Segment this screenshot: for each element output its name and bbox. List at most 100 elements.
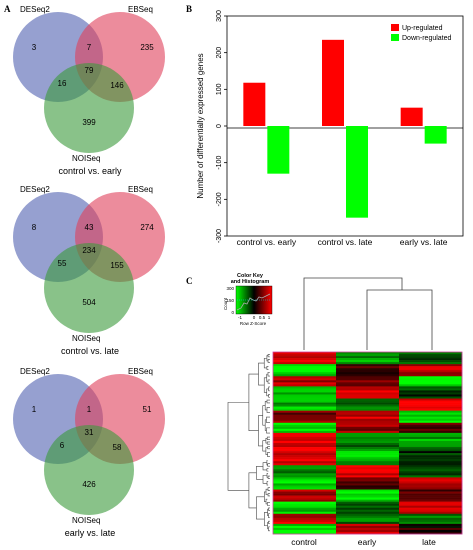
heatmap-cell	[399, 366, 463, 369]
bar-down-2	[424, 126, 447, 144]
heatmap-cell	[336, 457, 400, 460]
venn-count-only-deseq2: 8	[32, 223, 37, 232]
heatmap-cell	[273, 505, 337, 509]
bar-up-2	[400, 107, 423, 126]
heatmap-cell	[273, 455, 337, 458]
heatmap-cell	[399, 481, 463, 484]
heatmap-cell	[273, 362, 337, 365]
venn-diagram-control-vs-late: DESeq2 EBSeq NOISeq 8 43 274 55 234 155 …	[13, 185, 165, 356]
heatmap-cell	[273, 380, 337, 383]
heatmap-cell	[399, 408, 463, 411]
heatmap-cell	[399, 440, 463, 444]
heatmap-cell	[336, 362, 400, 365]
heatmap-cell	[399, 406, 463, 409]
heatmap-cell	[336, 384, 400, 387]
heatmap-cell	[336, 511, 400, 515]
heatmap-cell	[399, 412, 463, 415]
heatmap-cell	[336, 529, 400, 533]
heatmap-cell	[399, 384, 463, 387]
heatmap-cell	[273, 469, 337, 472]
heatmap-cell	[399, 428, 463, 432]
heatmap-cell	[273, 451, 337, 454]
heatmap-cell	[399, 487, 463, 490]
venn-count-deseq2-ebseq: 1	[87, 405, 92, 414]
heatmap-cell	[336, 368, 400, 371]
y-axis-label: Number of differentially expressed genes	[196, 53, 205, 198]
heatmap-cell	[399, 374, 463, 377]
heatmap-cell	[399, 519, 463, 523]
venn-count-only-ebseq: 51	[143, 405, 152, 414]
heatmap-cell	[336, 436, 400, 440]
heatmap-cell	[399, 422, 463, 426]
heatmap-cell	[336, 503, 400, 506]
heatmap-cell	[336, 451, 400, 454]
heatmap-cell	[336, 390, 400, 393]
heatmap-cell	[336, 382, 400, 385]
heatmap-cell	[273, 370, 337, 373]
heatmap-cell	[399, 461, 463, 464]
heatmap-cell	[336, 438, 400, 442]
heatmap-cell	[336, 400, 400, 403]
venn-caption: early vs. late	[65, 528, 116, 538]
y-tick-label: 300	[216, 10, 223, 22]
heatmap-cell	[273, 461, 337, 464]
heatmap-cell	[336, 426, 400, 430]
heatmap-cell	[273, 511, 337, 515]
heatmap-cell	[336, 459, 400, 462]
heatmap-cell	[336, 469, 400, 472]
heatmap-cell	[273, 356, 337, 359]
heatmap-cell	[273, 443, 337, 446]
dendrogram-branch	[267, 502, 270, 506]
heatmap-cell	[336, 410, 400, 413]
heatmap-cell	[273, 467, 337, 470]
legend-swatch-0	[391, 24, 399, 31]
heatmap-cell	[336, 364, 400, 367]
heatmap-cell	[336, 396, 400, 399]
dendrogram-branch	[267, 446, 270, 450]
heatmap-cell	[399, 445, 463, 448]
dendrogram-branch	[266, 399, 270, 404]
heatmap-cell	[273, 420, 337, 424]
venn-count-deseq2-noiseq: 55	[58, 259, 67, 268]
heatmap-cell	[399, 465, 463, 468]
venn-circle-noiseq	[44, 243, 134, 333]
heatmap-cell	[336, 374, 400, 377]
heatmap-cell	[273, 517, 337, 521]
dendrogram-branch	[263, 357, 267, 369]
heatmap-cell	[399, 459, 463, 462]
venn-count-ebseq-noiseq: 155	[110, 261, 124, 270]
heatmap-cell	[399, 451, 463, 454]
venn-diagram-control-vs-early: DESeq2 EBSeq NOISeq 3 7 235 16 79 146 39…	[13, 5, 165, 176]
chart-legend: Up-regulated Down-regulated	[391, 24, 452, 42]
color-key-count-label: Count	[223, 297, 228, 310]
heatmap-cell	[336, 394, 400, 397]
heatmap-cell	[336, 376, 400, 379]
heatmap-cell	[399, 356, 463, 359]
heatmap-cell	[336, 386, 400, 389]
heatmap-cell	[336, 473, 400, 476]
color-key-count-tick-300: 300	[226, 286, 234, 291]
heatmap-cell	[336, 402, 400, 405]
bar-series	[243, 39, 447, 218]
heatmap-cell	[273, 382, 337, 385]
heatmap-cell	[273, 527, 337, 531]
heatmap-cell	[273, 457, 337, 460]
heatmap-cell	[273, 418, 337, 422]
heatmap-cell	[399, 352, 463, 355]
heatmap-cell	[399, 382, 463, 385]
dendrogram-branch	[267, 452, 270, 457]
dendrogram-branch	[264, 512, 268, 526]
dendrogram-branch	[268, 520, 270, 524]
bar-down-0	[267, 126, 290, 174]
heatmap-cell	[336, 370, 400, 373]
heatmap-cell	[399, 426, 463, 430]
heatmap-cell	[273, 445, 337, 448]
heatmap-cell	[399, 386, 463, 389]
dendrogram-branch	[268, 507, 270, 511]
heatmap-cell	[399, 424, 463, 428]
venn-label-ebseq: EBSeq	[128, 185, 153, 194]
heatmap-cell	[336, 447, 400, 450]
heatmap-cell	[399, 527, 463, 531]
heatmap-cell	[399, 501, 463, 504]
heatmap-cell	[273, 493, 337, 496]
